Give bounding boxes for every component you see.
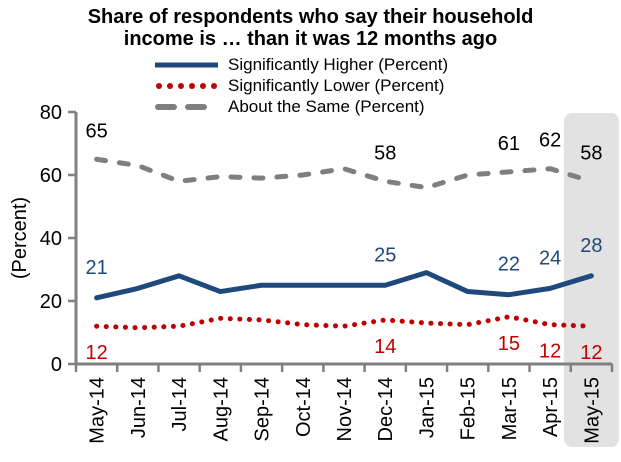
y-axis-title: (Percent) (9, 197, 31, 279)
legend-item-about-the-same: About the Same (Percent) (155, 96, 448, 117)
svg-text:61: 61 (498, 133, 520, 155)
svg-text:Feb-15: Feb-15 (458, 377, 480, 440)
series-line-about-the-same-percent (94, 156, 594, 191)
svg-text:22: 22 (498, 254, 520, 276)
x-axis-labels: May-14 Jun-14 Jul-14 Aug-14 Sep-14 Oct-14 Nov-… (87, 377, 604, 444)
svg-text:20: 20 (40, 291, 62, 313)
svg-text:58: 58 (580, 142, 602, 164)
svg-text:65: 65 (85, 120, 107, 142)
svg-text:May-14: May-14 (87, 377, 109, 444)
svg-text:58: 58 (374, 142, 396, 164)
svg-text:24: 24 (539, 247, 561, 269)
legend-marker-solid-line-icon (155, 62, 218, 67)
legend-marker-dashed-line-icon (155, 103, 207, 110)
svg-text:Oct-14: Oct-14 (293, 377, 315, 437)
legend-label-significantly-lower: Significantly Lower (Percent) (228, 75, 445, 95)
data-labels-significantly-higher-percent: 21 25 22 24 28 (85, 235, 602, 279)
svg-text:Dec-14: Dec-14 (375, 377, 397, 441)
legend-item-significantly-lower: Significantly Lower (Percent) (155, 75, 448, 96)
legend-label-significantly-higher: Significantly Higher (Percent) (228, 54, 449, 74)
svg-text:21: 21 (85, 257, 107, 279)
svg-text:62: 62 (539, 130, 561, 152)
axes (68, 110, 614, 372)
legend: Significantly Higher (Percent) Significa… (155, 54, 448, 117)
svg-text:Nov-14: Nov-14 (334, 377, 356, 441)
svg-text:14: 14 (374, 336, 396, 358)
legend-label-about-the-same: About the Same (Percent) (228, 96, 425, 116)
svg-text:0: 0 (51, 354, 62, 376)
svg-text:(Percent): (Percent) (9, 197, 31, 279)
chart-title: Share of respondents who say their house… (87, 6, 534, 50)
svg-text:Apr-15: Apr-15 (540, 377, 562, 437)
svg-text:Aug-14: Aug-14 (210, 377, 232, 442)
svg-text:12: 12 (85, 342, 107, 364)
svg-text:15: 15 (498, 333, 520, 355)
svg-text:Jul-14: Jul-14 (169, 377, 191, 431)
svg-text:Mar-15: Mar-15 (499, 377, 521, 440)
legend-item-significantly-higher: Significantly Higher (Percent) (155, 54, 448, 75)
svg-text:28: 28 (580, 235, 602, 257)
svg-text:Jan-15: Jan-15 (416, 377, 438, 438)
svg-text:May-15: May-15 (581, 377, 603, 444)
svg-text:Jun-14: Jun-14 (128, 377, 150, 438)
svg-text:25: 25 (374, 244, 396, 266)
data-labels-about-the-same-percent: 65 58 61 62 58 (85, 120, 602, 164)
data-labels-significantly-lower-percent: 12 14 15 12 12 (85, 333, 602, 364)
svg-text:12: 12 (539, 341, 561, 363)
legend-marker-dotted-line-icon (156, 82, 217, 89)
series-line-significantly-higher-percent (94, 270, 594, 301)
svg-text:60: 60 (40, 165, 62, 187)
svg-text:Sep-14: Sep-14 (252, 377, 274, 442)
svg-text:40: 40 (40, 228, 62, 250)
svg-text:80: 80 (40, 102, 62, 124)
y-axis-labels: 0 20 40 60 80 (40, 102, 62, 376)
svg-text:12: 12 (580, 342, 602, 364)
series-line-significantly-lower-percent (94, 314, 594, 331)
